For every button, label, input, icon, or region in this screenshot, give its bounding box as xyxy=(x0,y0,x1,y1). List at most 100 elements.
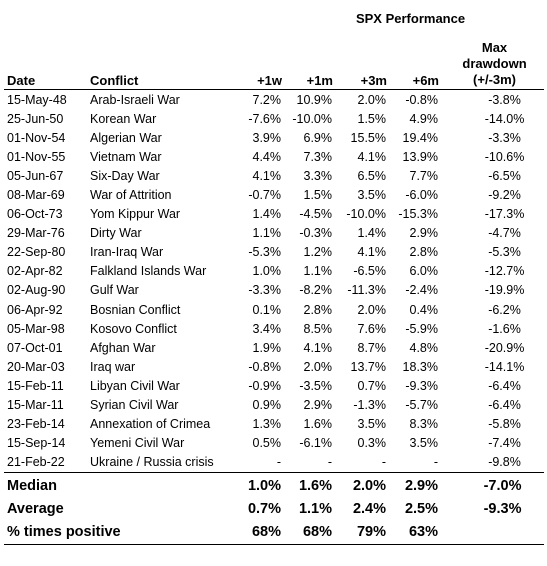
table-row: 08-Mar-69 War of Attrition -0.7% 1.5% 3.5% -6… xyxy=(4,185,544,204)
max-drawdown-cell: -14.1% xyxy=(484,359,525,374)
six-month-cell: -2.4% xyxy=(405,283,438,298)
six-month-cell: 18.3% xyxy=(402,359,438,374)
six-month-cell: 0.4% xyxy=(409,302,439,317)
one-week-column-header: +1w xyxy=(237,30,290,90)
six-month-cell: - xyxy=(395,452,447,473)
three-month-cell: 0.7% xyxy=(357,378,387,393)
summary-six-month: 2.9% xyxy=(404,478,438,495)
one-week-cell: 1.1% xyxy=(252,226,282,241)
date-cell: 15-Feb-11 xyxy=(7,378,64,393)
table-row: 05-Jun-67 Six-Day War 4.1% 3.3% 6.5% 7.7% -6.5… xyxy=(4,166,544,185)
one-week-cell: 3.4% xyxy=(252,321,282,336)
six-month-cell: 3.5% xyxy=(409,436,439,451)
date-cell: 15-Sep-14 xyxy=(7,436,66,451)
three-month-cell: - xyxy=(341,452,395,473)
conflict-cell: Iran-Iraq War xyxy=(90,245,164,260)
date-cell: 05-Jun-67 xyxy=(7,168,64,183)
max-drawdown-cell: -14.0% xyxy=(484,111,525,126)
six-month-cell: -9.3% xyxy=(405,378,438,393)
date-cell: 23-Feb-14 xyxy=(7,417,65,432)
three-month-cell: 6.5% xyxy=(357,168,387,183)
date-cell: 06-Apr-92 xyxy=(7,302,63,317)
six-month-cell: 4.8% xyxy=(409,340,439,355)
conflict-cell: Gulf War xyxy=(90,283,139,298)
summary-three-month: 79% xyxy=(341,520,395,545)
max-drawdown-cell: -5.8% xyxy=(488,417,521,432)
three-month-cell: 1.4% xyxy=(357,226,387,241)
table-row: 23-Feb-14 Annexation of Crimea 1.3% 1.6% 3.5… xyxy=(4,415,544,434)
one-week-cell: -0.7% xyxy=(248,188,281,203)
one-month-cell: 2.0% xyxy=(303,359,333,374)
one-month-cell: 4.1% xyxy=(303,340,333,355)
date-cell: 01-Nov-54 xyxy=(7,130,66,145)
summary-row: Average 0.7% 1.1% 2.4% 2.5% -9.3% xyxy=(4,498,544,521)
one-month-cell: 1.1% xyxy=(303,264,333,279)
three-month-cell: 7.6% xyxy=(357,321,387,336)
summary-max-drawdown: -9.3% xyxy=(483,501,522,518)
one-week-cell: 0.9% xyxy=(252,398,282,413)
max-drawdown-cell: -9.2% xyxy=(488,188,521,203)
six-month-cell: 8.3% xyxy=(409,417,439,432)
date-cell: 02-Aug-90 xyxy=(7,283,66,298)
conflict-cell: Kosovo Conflict xyxy=(90,321,177,336)
table-row: 22-Sep-80 Iran-Iraq War -5.3% 1.2% 4.1% 2.8% -… xyxy=(4,243,544,262)
table-row: 15-May-48 Arab-Israeli War 7.2% 10.9% 2.0% -0… xyxy=(4,90,544,110)
table-row: 01-Nov-54 Algerian War 3.9% 6.9% 15.5% 19.4% -… xyxy=(4,128,544,147)
conflict-cell: Six-Day War xyxy=(90,168,160,183)
three-month-cell: 4.1% xyxy=(357,245,387,260)
table-row: 01-Nov-55 Vietnam War 4.4% 7.3% 4.1% 13.9% -10… xyxy=(4,147,544,166)
conflict-cell: Korean War xyxy=(90,111,157,126)
summary-one-week: 1.0% xyxy=(247,478,281,495)
one-month-cell: -0.3% xyxy=(299,226,332,241)
summary-six-month: 63% xyxy=(395,520,447,545)
one-month-cell: -10.0% xyxy=(292,111,332,126)
three-month-cell: 15.5% xyxy=(350,130,386,145)
one-week-cell: -7.6% xyxy=(248,111,281,126)
one-month-cell: -8.2% xyxy=(299,283,332,298)
table-row: 02-Aug-90 Gulf War -3.3% -8.2% -11.3% -2.4% -1… xyxy=(4,281,544,300)
six-month-cell: -5.9% xyxy=(405,321,438,336)
six-month-cell: 19.4% xyxy=(402,130,438,145)
one-month-cell: 1.6% xyxy=(303,417,333,432)
six-month-cell: -15.3% xyxy=(398,207,438,222)
table-body: SPX Performance Date Conflict +1w +1m +3… xyxy=(4,6,545,545)
one-month-cell: 1.5% xyxy=(303,188,333,203)
six-month-cell: 4.9% xyxy=(409,111,439,126)
one-week-cell: - xyxy=(237,452,290,473)
max-drawdown-cell: -12.7% xyxy=(484,264,525,279)
three-month-cell: 2.0% xyxy=(357,92,387,107)
conflict-cell: Bosnian Conflict xyxy=(90,302,181,317)
date-cell: 15-May-48 xyxy=(7,92,67,107)
summary-row: % times positive 68% 68% 79% 63% xyxy=(4,520,545,545)
conflict-cell: Arab-Israeli War xyxy=(90,92,180,107)
conflict-cell: Annexation of Crimea xyxy=(90,417,211,432)
one-month-cell: 7.3% xyxy=(303,149,333,164)
date-cell: 29-Mar-76 xyxy=(7,226,65,241)
max-drawdown-cell: -4.7% xyxy=(488,226,521,241)
table-row: 25-Jun-50 Korean War -7.6% -10.0% 1.5% 4.9% -1… xyxy=(4,109,544,128)
summary-row: Median 1.0% 1.6% 2.0% 2.9% -7.0% xyxy=(4,472,544,498)
max-drawdown-column-header: Max drawdown (+/-3m) xyxy=(447,30,545,90)
six-month-cell: -5.7% xyxy=(405,398,438,413)
max-drawdown-cell: -1.6% xyxy=(488,321,521,336)
summary-one-month: 68% xyxy=(290,520,341,545)
one-month-cell: 1.2% xyxy=(303,245,333,260)
six-month-column-header: +6m xyxy=(395,30,447,90)
six-month-cell: 2.8% xyxy=(409,245,439,260)
date-column-header: Date xyxy=(4,30,87,90)
max-drawdown-cell: -6.4% xyxy=(488,398,521,413)
max-drawdown-cell: -6.4% xyxy=(488,378,521,393)
one-week-cell: 4.4% xyxy=(252,149,282,164)
table-row: 06-Oct-73 Yom Kippur War 1.4% -4.5% -10.0% -1… xyxy=(4,205,544,224)
max-drawdown-cell: -6.2% xyxy=(488,302,521,317)
one-week-cell: -3.3% xyxy=(248,283,281,298)
three-month-cell: -6.5% xyxy=(353,264,386,279)
date-cell: 05-Mar-98 xyxy=(7,321,65,336)
summary-max-drawdown: -7.0% xyxy=(483,478,522,495)
summary-label: % times positive xyxy=(4,520,237,545)
six-month-cell: 7.7% xyxy=(409,168,439,183)
conflict-cell: Algerian War xyxy=(90,130,162,145)
conflict-cell: Dirty War xyxy=(90,226,142,241)
conflict-cell: Falkland Islands War xyxy=(90,264,207,279)
one-week-cell: 0.1% xyxy=(252,302,282,317)
